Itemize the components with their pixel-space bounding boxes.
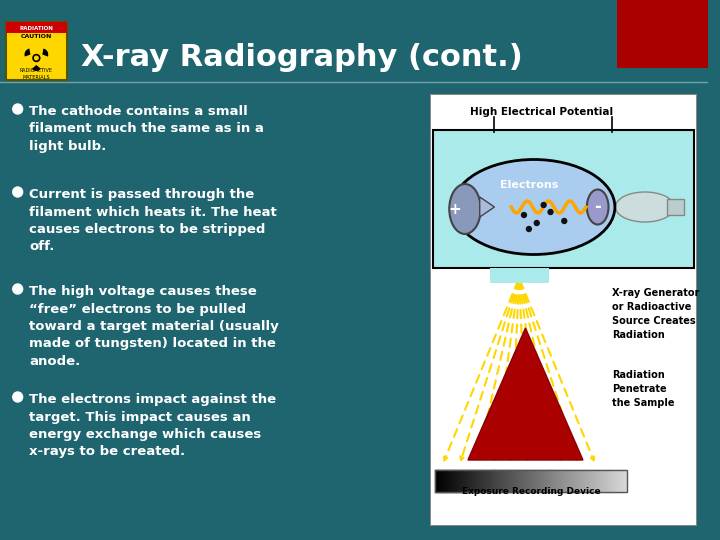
Circle shape [35, 56, 38, 60]
Circle shape [521, 213, 526, 218]
Text: RADIOACTIVE
MATERIALS: RADIOACTIVE MATERIALS [20, 69, 53, 79]
Text: RADIATION: RADIATION [19, 25, 53, 30]
FancyBboxPatch shape [431, 95, 696, 525]
Circle shape [13, 104, 22, 114]
Text: The high voltage causes these
“free” electrons to be pulled
toward a target mate: The high voltage causes these “free” ele… [30, 285, 279, 368]
Text: CAUTION: CAUTION [21, 35, 52, 39]
Text: Radiation
Penetrate
the Sample: Radiation Penetrate the Sample [613, 370, 675, 408]
Circle shape [33, 55, 40, 62]
Circle shape [13, 392, 22, 402]
FancyBboxPatch shape [6, 22, 67, 33]
FancyBboxPatch shape [667, 199, 684, 215]
Ellipse shape [453, 159, 615, 254]
Text: The cathode contains a small
filament much the same as in a
light bulb.: The cathode contains a small filament mu… [30, 105, 264, 153]
FancyBboxPatch shape [431, 95, 696, 270]
Text: +: + [449, 201, 462, 217]
Ellipse shape [449, 184, 481, 234]
Circle shape [541, 202, 546, 207]
Text: Electrons: Electrons [500, 180, 558, 190]
FancyBboxPatch shape [617, 0, 708, 68]
Text: X-ray Radiography (cont.): X-ray Radiography (cont.) [81, 44, 523, 72]
Text: -: - [594, 198, 601, 216]
Polygon shape [468, 328, 583, 460]
FancyBboxPatch shape [433, 130, 694, 268]
Circle shape [13, 187, 22, 197]
Polygon shape [480, 197, 495, 217]
Text: Current is passed through the
filament which heats it. The heat
causes electrons: Current is passed through the filament w… [30, 188, 277, 253]
Text: The electrons impact against the
target. This impact causes an
energy exchange w: The electrons impact against the target.… [30, 393, 276, 458]
Circle shape [548, 210, 553, 214]
Wedge shape [32, 65, 41, 71]
Ellipse shape [616, 192, 675, 222]
Circle shape [534, 220, 539, 226]
FancyBboxPatch shape [490, 268, 549, 283]
Circle shape [562, 219, 567, 224]
Text: Exposure Recording Device: Exposure Recording Device [462, 488, 600, 496]
Text: X-ray Generator
or Radioactive
Source Creates
Radiation: X-ray Generator or Radioactive Source Cr… [613, 288, 700, 340]
Ellipse shape [587, 190, 608, 225]
Circle shape [13, 284, 22, 294]
Circle shape [526, 226, 531, 232]
Wedge shape [24, 49, 30, 57]
Text: High Electrical Potential: High Electrical Potential [470, 107, 613, 117]
FancyBboxPatch shape [6, 22, 67, 80]
FancyBboxPatch shape [431, 270, 696, 525]
Wedge shape [42, 49, 48, 57]
